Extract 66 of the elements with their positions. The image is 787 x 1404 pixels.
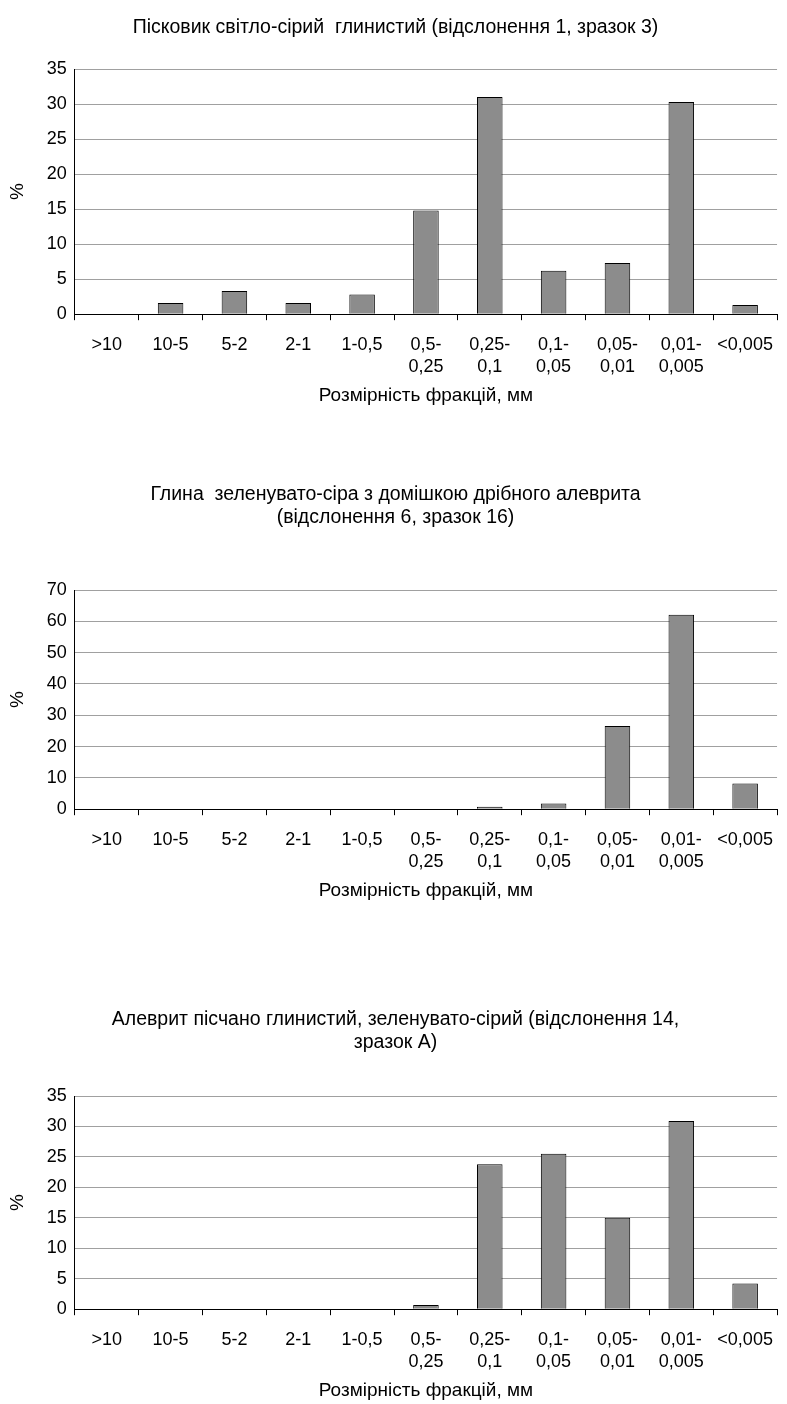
y-tick-label: 20 xyxy=(46,735,67,756)
x-tick-label: <0,005 xyxy=(717,829,773,850)
y-tick-label: 35 xyxy=(46,57,67,78)
x-tick-label: 0,05-0,01 xyxy=(596,334,638,377)
y-tick-label: 30 xyxy=(46,1115,67,1136)
x-tick-label: 0,25-0,1 xyxy=(469,1329,511,1372)
x-tick-label: 0,01-0,005 xyxy=(658,1329,704,1372)
y-tick-label: 10 xyxy=(46,233,67,254)
y-tick-label: 0 xyxy=(56,798,67,819)
y-axis-title: % xyxy=(5,183,27,201)
y-axis-title: % xyxy=(5,691,27,709)
x-tick-label: 0,01-0,005 xyxy=(658,829,704,872)
x-tick-label: 2-1 xyxy=(285,334,312,355)
x-tick-label: 1-0,5 xyxy=(341,1329,383,1350)
y-tick-label: 30 xyxy=(46,93,67,113)
y-tick-label: 10 xyxy=(46,1237,67,1258)
y-tick-label: 5 xyxy=(56,268,67,289)
x-tick-label: 10-5 xyxy=(152,829,189,850)
x-tick-label: 10-5 xyxy=(152,1329,189,1350)
x-tick-label: 0,5-0,25 xyxy=(408,829,444,872)
y-tick-label: 10 xyxy=(46,766,67,787)
chart-title: Алеврит пісчано глинистий, зеленувато-сірий (відслонення 14, зразок А) xyxy=(111,1006,680,1052)
y-tick-label: 25 xyxy=(46,1145,67,1166)
x-axis-title: Розмірність фракцій, мм xyxy=(318,1378,534,1400)
x-tick-label: <0,005 xyxy=(717,334,773,355)
chart-title: Глина зеленувато-сіра з домішкою дрібного алеврита (відслонення 6, зразок 16) xyxy=(150,481,641,527)
x-tick-label: <0,005 xyxy=(717,1329,773,1350)
x-tick-label: 0,25-0,1 xyxy=(469,334,511,377)
x-axis-title: Розмірність фракцій, мм xyxy=(318,383,534,405)
y-tick-label: 0 xyxy=(56,1298,67,1319)
x-axis-title: Розмірність фракцій, мм xyxy=(318,878,534,900)
x-tick-label: 0,01-0,005 xyxy=(658,334,704,377)
x-tick-label: 0,5-0,25 xyxy=(408,1329,444,1372)
x-tick-label: 0,5-0,25 xyxy=(408,334,444,377)
x-tick-label: 10-5 xyxy=(152,334,189,355)
y-tick-label: 20 xyxy=(46,1176,67,1197)
y-tick-label: 15 xyxy=(46,198,67,219)
y-axis-title: % xyxy=(5,1194,27,1212)
x-tick-label: 5-2 xyxy=(221,829,248,850)
x-tick-label: 0,25-0,1 xyxy=(469,829,511,872)
x-tick-label: 5-2 xyxy=(221,1329,248,1350)
x-tick-label: 5-2 xyxy=(221,334,248,355)
y-tick-label: 25 xyxy=(46,128,67,149)
x-tick-label: 2-1 xyxy=(285,1329,312,1350)
y-tick-label: 40 xyxy=(46,672,67,693)
y-tick-label: 5 xyxy=(56,1267,67,1288)
x-tick-label: 0,05-0,01 xyxy=(596,829,638,872)
x-tick-label: 1-0,5 xyxy=(341,334,383,355)
x-tick-label: 0,05-0,01 xyxy=(596,1329,638,1372)
y-tick-label: 0 xyxy=(56,303,67,324)
x-tick-label: >10 xyxy=(91,334,123,355)
x-tick-label: 0,1-0,05 xyxy=(536,1329,572,1372)
x-tick-label: >10 xyxy=(91,829,123,850)
chart-title: Пісковик світло-сірий глинистий (відслонення 1, зразок 3) xyxy=(132,14,659,37)
y-tick-label: 60 xyxy=(46,610,67,631)
x-tick-label: >10 xyxy=(91,1329,123,1350)
y-tick-label: 15 xyxy=(46,1206,67,1227)
x-tick-label: 0,1-0,05 xyxy=(536,829,572,872)
y-tick-label: 50 xyxy=(46,641,67,662)
x-tick-label: 0,1-0,05 xyxy=(536,334,572,377)
y-tick-label: 70 xyxy=(46,578,67,599)
x-tick-label: 2-1 xyxy=(285,829,312,850)
y-tick-label: 30 xyxy=(46,704,67,725)
x-tick-label: 1-0,5 xyxy=(341,829,383,850)
y-tick-label: 35 xyxy=(46,1084,67,1105)
y-tick-label: 20 xyxy=(46,163,67,184)
